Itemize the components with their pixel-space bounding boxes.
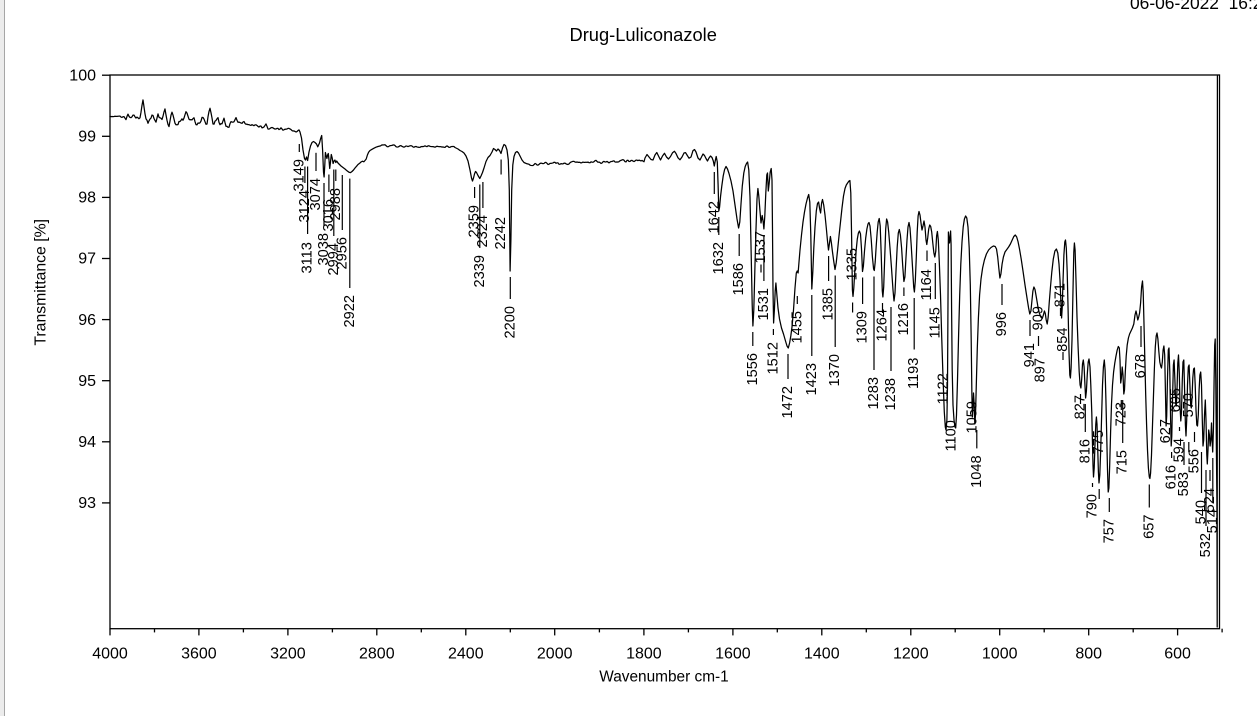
svg-text:1000: 1000: [982, 646, 1018, 663]
svg-text:514: 514: [1205, 509, 1221, 533]
svg-text:2956: 2956: [334, 237, 350, 269]
svg-text:Wavenumber cm-1: Wavenumber cm-1: [599, 669, 728, 686]
svg-text:93: 93: [78, 495, 96, 512]
svg-text:1600: 1600: [715, 646, 751, 663]
svg-text:1586: 1586: [731, 263, 747, 295]
svg-text:600: 600: [1164, 646, 1191, 663]
svg-text:1216: 1216: [896, 303, 912, 335]
svg-text:757: 757: [1101, 519, 1117, 543]
svg-text:897: 897: [1033, 358, 1049, 382]
svg-text:99: 99: [78, 129, 96, 146]
svg-text:723: 723: [1113, 402, 1129, 426]
svg-text:871: 871: [1053, 283, 1069, 307]
svg-text:06-06-2022 16:22: 06-06-2022 16:22: [1130, 0, 1257, 13]
svg-text:2994: 2994: [326, 243, 342, 275]
svg-text:1100: 1100: [944, 420, 960, 451]
svg-text:1800: 1800: [626, 646, 662, 663]
svg-text:594: 594: [1172, 438, 1188, 462]
svg-text:98: 98: [78, 190, 96, 207]
svg-text:616: 616: [1164, 465, 1180, 489]
svg-text:1512: 1512: [765, 342, 781, 374]
svg-text:605: 605: [1168, 388, 1184, 412]
svg-text:790: 790: [1085, 494, 1101, 518]
svg-text:3600: 3600: [181, 646, 217, 663]
svg-text:1335: 1335: [845, 248, 861, 280]
svg-text:941: 941: [1022, 343, 1038, 367]
svg-text:1283: 1283: [866, 377, 882, 409]
svg-text:1048: 1048: [969, 455, 985, 487]
svg-text:2922: 2922: [342, 295, 358, 327]
svg-text:1238: 1238: [883, 378, 899, 410]
svg-text:540: 540: [1194, 500, 1210, 524]
svg-text:2800: 2800: [359, 646, 395, 663]
svg-text:570: 570: [1181, 393, 1197, 417]
svg-text:3124: 3124: [297, 190, 313, 222]
svg-text:3074: 3074: [308, 178, 324, 210]
svg-text:1556: 1556: [745, 353, 761, 385]
svg-text:909: 909: [1031, 306, 1047, 330]
svg-text:94: 94: [78, 434, 96, 451]
svg-text:800: 800: [1075, 646, 1102, 663]
svg-text:Drug-Luliconazole: Drug-Luliconazole: [570, 24, 717, 45]
svg-text:96: 96: [78, 312, 96, 329]
svg-text:1370: 1370: [827, 354, 843, 386]
svg-text:1264: 1264: [875, 309, 891, 341]
svg-text:678: 678: [1133, 354, 1149, 378]
svg-text:1537: 1537: [753, 231, 769, 263]
svg-text:2359: 2359: [467, 205, 483, 237]
svg-text:2000: 2000: [537, 646, 573, 663]
svg-text:97: 97: [78, 251, 96, 268]
svg-text:715: 715: [1115, 450, 1131, 474]
svg-text:1145: 1145: [927, 307, 943, 338]
svg-text:996: 996: [994, 312, 1010, 336]
svg-text:3038: 3038: [316, 233, 332, 265]
svg-text:1400: 1400: [804, 646, 840, 663]
svg-text:1632: 1632: [711, 242, 727, 274]
svg-text:2339: 2339: [472, 255, 488, 287]
svg-text:627: 627: [1158, 419, 1174, 443]
svg-text:100: 100: [69, 67, 96, 84]
svg-text:3016: 3016: [321, 199, 337, 231]
svg-text:532: 532: [1198, 533, 1214, 557]
svg-text:816: 816: [1077, 439, 1093, 463]
svg-text:2242: 2242: [493, 217, 509, 249]
svg-text:1472: 1472: [780, 386, 796, 418]
svg-text:1423: 1423: [804, 363, 820, 395]
svg-text:1059: 1059: [964, 401, 980, 433]
svg-text:1309: 1309: [855, 311, 871, 343]
svg-text:556: 556: [1187, 449, 1203, 473]
svg-text:1193: 1193: [906, 358, 922, 389]
svg-text:827: 827: [1073, 395, 1089, 419]
svg-text:95: 95: [78, 373, 96, 390]
svg-text:524: 524: [1202, 488, 1218, 512]
svg-text:583: 583: [1176, 472, 1192, 496]
svg-text:3149: 3149: [291, 159, 307, 191]
svg-text:1385: 1385: [821, 288, 837, 320]
svg-text:1200: 1200: [893, 646, 929, 663]
svg-text:2200: 2200: [502, 306, 518, 338]
svg-text:2324: 2324: [475, 215, 491, 247]
svg-text:1122: 1122: [936, 373, 952, 404]
svg-text:1531: 1531: [756, 288, 772, 320]
svg-text:657: 657: [1141, 515, 1157, 539]
svg-text:854: 854: [1055, 328, 1071, 352]
svg-text:1164: 1164: [919, 269, 935, 300]
svg-text:Transmittance [%]: Transmittance [%]: [32, 219, 49, 346]
svg-text:775: 775: [1091, 430, 1107, 454]
svg-text:3113: 3113: [300, 242, 316, 273]
svg-text:4000: 4000: [92, 646, 128, 663]
svg-text:3200: 3200: [270, 646, 306, 663]
svg-text:2988: 2988: [328, 188, 344, 220]
svg-text:2400: 2400: [448, 646, 484, 663]
svg-text:1642: 1642: [706, 201, 722, 233]
svg-text:1455: 1455: [789, 311, 805, 343]
